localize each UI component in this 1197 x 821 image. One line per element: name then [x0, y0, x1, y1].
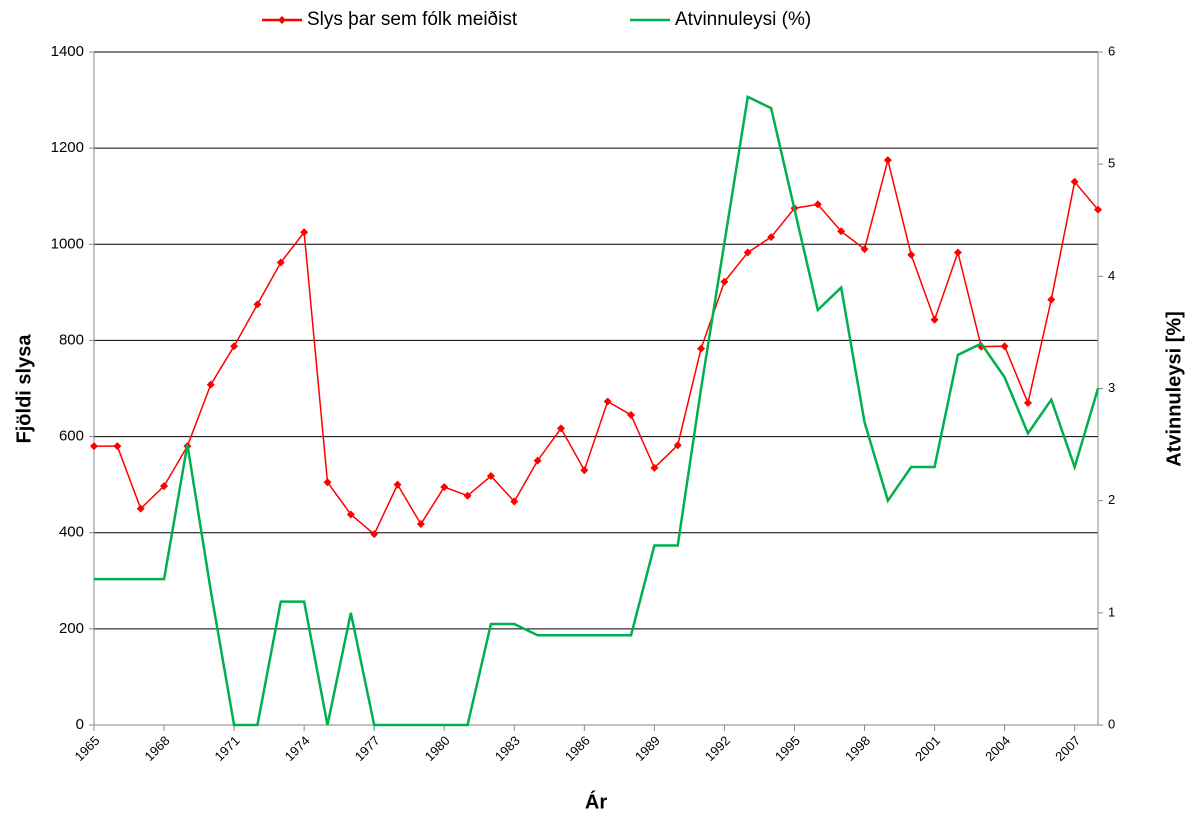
y2-tick-label: 6: [1108, 43, 1115, 58]
y-tick-label: 800: [59, 331, 84, 348]
data-marker: [300, 228, 309, 237]
data-marker: [580, 466, 589, 475]
data-marker: [650, 463, 659, 472]
x-tick-label: 1968: [142, 733, 173, 764]
data-marker: [1000, 342, 1009, 351]
y2-tick-label: 0: [1108, 716, 1115, 731]
y-tick-label: 1400: [51, 43, 84, 60]
data-marker: [1023, 398, 1032, 407]
series-line: [94, 95, 1100, 727]
x-tick-label: 1998: [842, 733, 873, 764]
x-tick-label: 1974: [282, 733, 313, 764]
data-marker: [230, 342, 239, 351]
data-marker: [113, 442, 122, 451]
x-tick-label: 1986: [562, 733, 593, 764]
data-marker: [556, 424, 565, 433]
data-marker: [767, 233, 776, 242]
x-tick-label: 2001: [912, 733, 943, 764]
data-marker: [346, 510, 355, 519]
x-tick-label: 1971: [212, 733, 243, 764]
y2-tick-label: 5: [1108, 156, 1115, 171]
data-marker: [323, 478, 332, 487]
data-marker: [953, 248, 962, 257]
data-marker: [883, 156, 892, 165]
data-marker: [1094, 205, 1102, 214]
series-line: [94, 159, 1099, 536]
data-marker: [90, 442, 98, 451]
y-tick-label: 200: [59, 620, 84, 637]
x-tick-label: 2007: [1052, 733, 1083, 764]
data-marker: [837, 227, 846, 236]
data-marker: [1047, 295, 1056, 304]
data-marker: [486, 471, 495, 480]
x-tick-label: 1980: [422, 733, 453, 764]
data-marker: [603, 397, 612, 406]
y2-tick-label: 4: [1108, 268, 1115, 283]
y-tick-label: 600: [59, 428, 84, 445]
y-tick-label: 400: [59, 524, 84, 541]
data-marker: [627, 410, 636, 419]
data-marker: [743, 248, 752, 257]
data-marker: [533, 456, 542, 465]
legend-label: Slys þar sem fólk meiðist: [307, 9, 518, 30]
y-tick-label: 1000: [51, 235, 84, 252]
x-tick-label: 1995: [772, 733, 803, 764]
data-marker: [276, 258, 285, 267]
data-marker: [206, 380, 215, 389]
data-marker: [1070, 177, 1079, 186]
x-tick-label: 2004: [982, 733, 1013, 764]
data-marker: [697, 344, 706, 353]
x-tick-label: 1965: [71, 733, 102, 764]
data-marker: [860, 245, 869, 254]
data-marker: [416, 520, 425, 529]
data-marker: [393, 480, 402, 489]
x-tick-label: 1983: [492, 733, 523, 764]
y2-tick-label: 2: [1108, 492, 1115, 507]
y-tick-label: 0: [76, 716, 84, 733]
data-marker: [253, 300, 262, 309]
data-marker: [510, 497, 519, 506]
data-marker: [463, 491, 472, 500]
y2-tick-label: 3: [1108, 380, 1115, 395]
data-marker: [160, 482, 169, 491]
data-marker: [930, 315, 939, 324]
y-axis-title: Fjöldi slysa: [13, 334, 35, 444]
x-tick-label: 1992: [702, 733, 733, 764]
y-tick-label: 1200: [51, 139, 84, 156]
data-marker: [136, 504, 145, 513]
x-tick-label: 1989: [632, 733, 663, 764]
data-marker: [907, 250, 916, 259]
y2-axis-title: Atvinnuleysi [%]: [1163, 311, 1185, 467]
data-marker: [720, 277, 729, 286]
data-marker: [370, 530, 379, 539]
data-marker: [440, 483, 449, 492]
data-marker: [673, 441, 682, 450]
data-marker: [813, 200, 822, 209]
legend-label: Atvinnuleysi (%): [675, 9, 811, 30]
legend-marker: [278, 16, 286, 24]
y2-tick-label: 1: [1108, 604, 1115, 619]
x-axis-title: Ár: [585, 790, 607, 813]
x-tick-label: 1977: [352, 733, 383, 764]
